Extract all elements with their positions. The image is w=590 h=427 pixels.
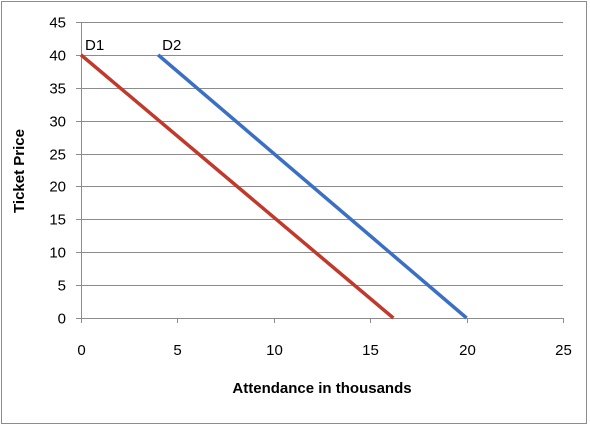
series-labels: D1 D2 (85, 37, 181, 54)
y-axis-title: Ticket Price (11, 129, 28, 213)
y-tick-label-0: 0 (58, 311, 66, 328)
y-tick-label-10: 10 (49, 245, 66, 262)
x-tick-label-0: 0 (77, 342, 85, 359)
series-line-d1 (79, 53, 395, 320)
series-label-d1: D1 (85, 37, 104, 54)
y-tick-label-15: 15 (49, 212, 66, 229)
y-tick-label-25: 25 (49, 147, 66, 164)
y-tick-label-5: 5 (58, 278, 66, 295)
x-axis-title: Attendance in thousands (232, 380, 411, 397)
x-tick-label-5: 5 (173, 342, 181, 359)
x-tick-label-25: 25 (555, 342, 572, 359)
gridlines (81, 22, 563, 286)
y-tick-label-20: 20 (49, 179, 66, 196)
series-lines (79, 53, 468, 320)
tick-labels: 0 5 10 15 20 25 30 35 40 45 0 5 10 15 20 25 (49, 15, 572, 360)
axes (76, 22, 564, 323)
y-tick-label-30: 30 (49, 114, 66, 131)
series-label-d2: D2 (162, 37, 181, 54)
x-tick-label-15: 15 (362, 342, 379, 359)
x-tick-label-20: 20 (459, 342, 476, 359)
y-tick-label-35: 35 (49, 81, 66, 98)
x-tick-label-10: 10 (266, 342, 283, 359)
series-line-d2 (156, 53, 468, 320)
y-tick-label-40: 40 (49, 48, 66, 65)
y-tick-label-45: 45 (49, 15, 66, 32)
